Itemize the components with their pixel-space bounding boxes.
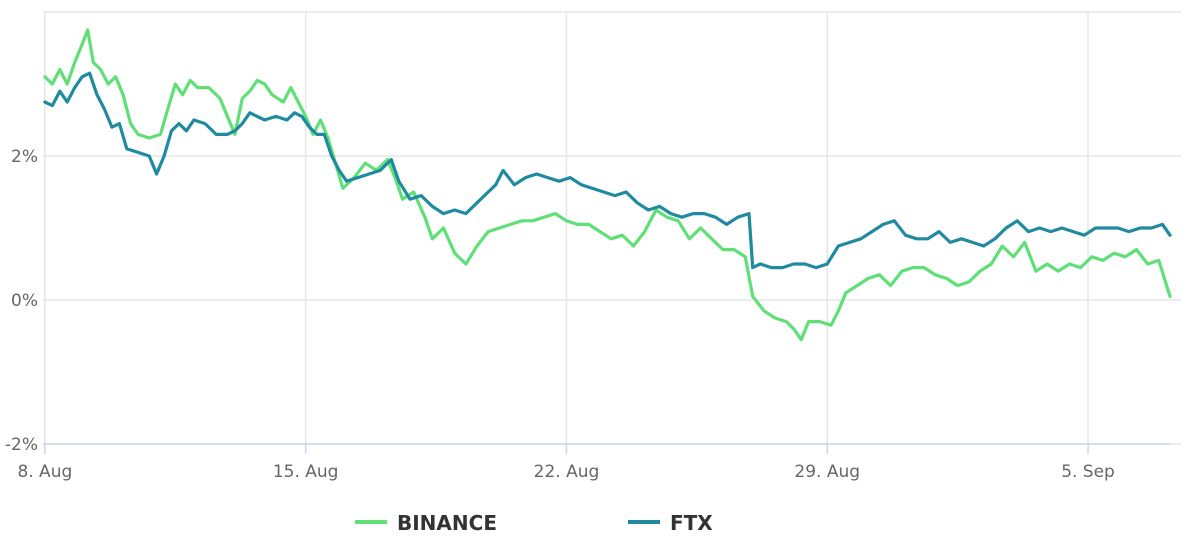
series-line-ftx[interactable] [43,71,1172,270]
y-tick-label: 2% [11,147,38,167]
y-tick-label: -2% [5,435,38,455]
grid-layer [43,11,1181,445]
series-line-binance[interactable] [43,28,1172,342]
y-tick-label: 0% [11,291,38,311]
legend[interactable]: BINANCE FTX [355,511,713,535]
x-tick-label: 22. Aug [534,462,600,482]
legend-label: FTX [670,511,713,535]
x-tick-label: 15. Aug [273,462,339,482]
x-tick-label: 5. Sep [1061,462,1115,482]
axis-layer: 8. Aug 15. Aug 22. Aug 29. Aug 5. Sep -2% 0% 2% [5,147,1170,482]
legend-item-binance[interactable]: BINANCE [355,511,497,535]
x-tick-label: 8. Aug [17,462,72,482]
legend-item-ftx[interactable]: FTX [628,511,713,535]
series-layer [43,28,1172,342]
x-tick-label: 29. Aug [794,462,860,482]
legend-label: BINANCE [397,511,497,535]
